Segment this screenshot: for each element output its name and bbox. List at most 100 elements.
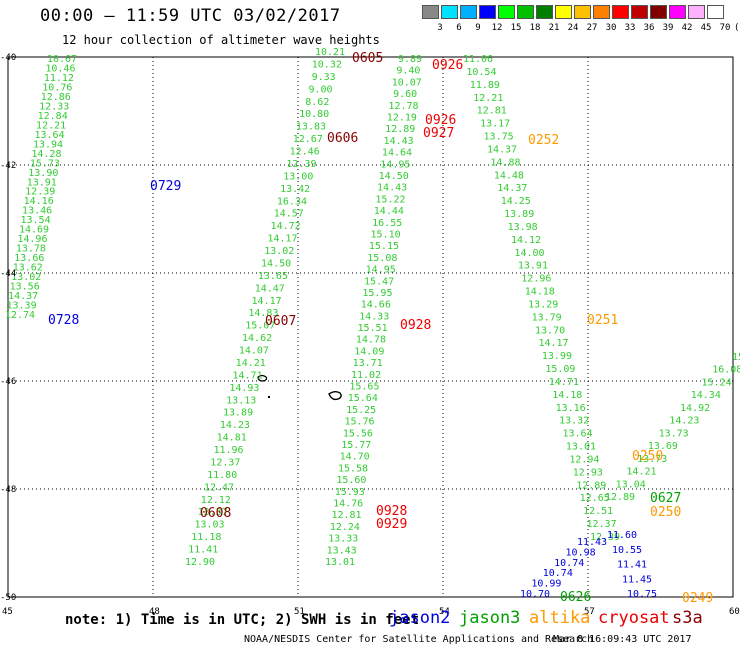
wave-height-value: 8.62 <box>305 97 329 108</box>
wave-height-value: 14.50 <box>379 171 409 182</box>
scale-swatch <box>669 5 686 19</box>
wave-height-value: 16.55 <box>372 218 402 229</box>
wave-height-value: 13.16 <box>556 403 586 414</box>
island-outlines <box>257 374 342 401</box>
scale-swatch <box>688 5 705 19</box>
wave-height-value: 14.18 <box>552 390 582 401</box>
wave-height-value: 12.46 <box>290 147 320 158</box>
wave-height-value: 13.94 <box>33 139 63 150</box>
note-text: note: 1) Time is in UTC; 2) SWH is in fe… <box>65 612 420 628</box>
wave-height-value: 14.71 <box>233 370 263 381</box>
wave-height-value: 9.89 <box>398 54 422 65</box>
wave-height-value: 15.22 <box>375 194 405 205</box>
wave-height-value: 12.21 <box>36 120 66 131</box>
pass-time-label: 0252 <box>528 133 559 148</box>
wave-height-value: 13.89 <box>504 209 534 220</box>
wave-height-value: 10.55 <box>612 545 642 556</box>
wave-height-value: 15.08 <box>367 253 397 264</box>
wave-height-value: 15.15 <box>369 241 399 252</box>
scale-swatch <box>422 5 439 19</box>
wave-height-value: 12.67 <box>293 134 323 145</box>
wave-height-value: 13.02 <box>11 272 41 283</box>
wave-height-value: 13.37 <box>198 507 228 518</box>
wave-height-value: 15.65 <box>349 382 379 393</box>
pass-time-label: 0250 <box>650 505 681 520</box>
island-shape <box>257 374 268 382</box>
wave-height-value: 15.77 <box>341 440 371 451</box>
wave-height-value: 14.21 <box>236 358 266 369</box>
timestamp: Mar 8 16:09:43 UTC 2017 <box>553 634 692 645</box>
wave-height-value: 10.32 <box>312 59 342 70</box>
scale-label: 6 <box>456 23 462 33</box>
pass-time-label: 0606 <box>327 131 358 146</box>
wave-height-value: 13.89 <box>223 408 253 419</box>
scale-swatch <box>536 5 553 19</box>
scale-label: 24 <box>567 23 579 33</box>
wave-height-value: 14.17 <box>252 296 282 307</box>
wave-height-value: 13.54 <box>21 215 51 226</box>
wave-height-value: 15.93 <box>335 487 365 498</box>
wave-height-value: 11.41 <box>617 560 647 571</box>
wave-height-value: 13.02 <box>264 246 294 257</box>
scale-label: (ft) <box>734 23 740 33</box>
pass-time-label: 0927 <box>423 126 454 141</box>
wave-height-value: 12.33 <box>39 101 69 112</box>
wave-height-value: 13.42 <box>280 184 310 195</box>
wave-height-value: 14.57 <box>274 209 304 220</box>
wave-height-value: 13.33 <box>328 534 358 545</box>
lat-label: -48 <box>0 485 16 495</box>
scale-label: 27 <box>586 23 598 33</box>
wave-height-value: 14.95 <box>366 265 396 276</box>
pass-time-label: 0608 <box>200 506 231 521</box>
wave-height-value: 14.43 <box>384 136 414 147</box>
wave-height-value: 14.17 <box>267 234 297 245</box>
wave-height-value: 14.72 <box>271 221 301 232</box>
wave-height-value: 11.45 <box>622 574 652 585</box>
wave-height-value: 11.80 <box>207 470 237 481</box>
wave-height-value: 14.62 <box>242 333 272 344</box>
wave-height-value: 14.25 <box>501 196 531 207</box>
wave-height-value: 11.89 <box>470 80 500 91</box>
wave-height-value: 11.41 <box>188 545 218 556</box>
lat-label: -42 <box>0 161 16 171</box>
pass-time-label: 0929 <box>376 517 407 532</box>
map-title: 00:00 – 11:59 UTC 03/02/2017 <box>40 6 341 26</box>
wave-height-value: 12.81 <box>477 106 507 117</box>
wave-height-value: 14.78 <box>356 335 386 346</box>
wave-height-value: 11.96 <box>213 445 243 456</box>
graticule <box>7 56 734 598</box>
lon-label: 57 <box>584 607 595 617</box>
pass-time-label: 0607 <box>265 314 296 329</box>
scale-swatch <box>555 5 572 19</box>
pass-time-label: 0728 <box>48 313 79 328</box>
wave-height-value: 12.89 <box>576 480 606 491</box>
wave-height-value: 9.00 <box>308 84 332 95</box>
wave-height-value: 12.47 <box>204 482 234 493</box>
wave-height-value: 15.10 <box>371 229 401 240</box>
pass-time-label: 0928 <box>376 504 407 519</box>
wave-height-value: 13.99 <box>542 351 572 362</box>
wave-height-value: 13.66 <box>14 253 44 264</box>
pass-time-label: 0626 <box>560 590 591 605</box>
wave-height-value: 15.09 <box>545 364 575 375</box>
map-subtitle: 12 hour collection of altimeter wave hei… <box>62 33 380 47</box>
pass-time-label: 0251 <box>587 313 618 328</box>
satellite-name-jason3: jason3 <box>459 608 521 628</box>
wave-height-value: 14.43 <box>377 183 407 194</box>
satellite-name-cryosat: cryosat <box>598 608 670 628</box>
wave-height-value: 9.60 <box>393 89 417 100</box>
wave-height-value: 15.76 <box>344 417 374 428</box>
wave-height-value: 15.56 <box>343 428 373 439</box>
wave-height-value: 14.00 <box>514 248 544 259</box>
scale-label: 39 <box>662 23 674 33</box>
wave-height-value: 13.91 <box>27 177 57 188</box>
wave-height-value: 10.70 <box>520 589 550 600</box>
wave-height-value: 12.94 <box>569 454 599 465</box>
axis-labels: 45 48 51 54 57 60 -40 -42 -44 -46 -48 -50 <box>0 53 740 617</box>
wave-height-value: 14.37 <box>487 144 517 155</box>
lon-label: 51 <box>294 607 305 617</box>
wave-height-value: 11.43 <box>577 537 607 548</box>
wave-height-value: 12.39 <box>286 159 316 170</box>
wave-height-value: 13.98 <box>508 222 538 233</box>
